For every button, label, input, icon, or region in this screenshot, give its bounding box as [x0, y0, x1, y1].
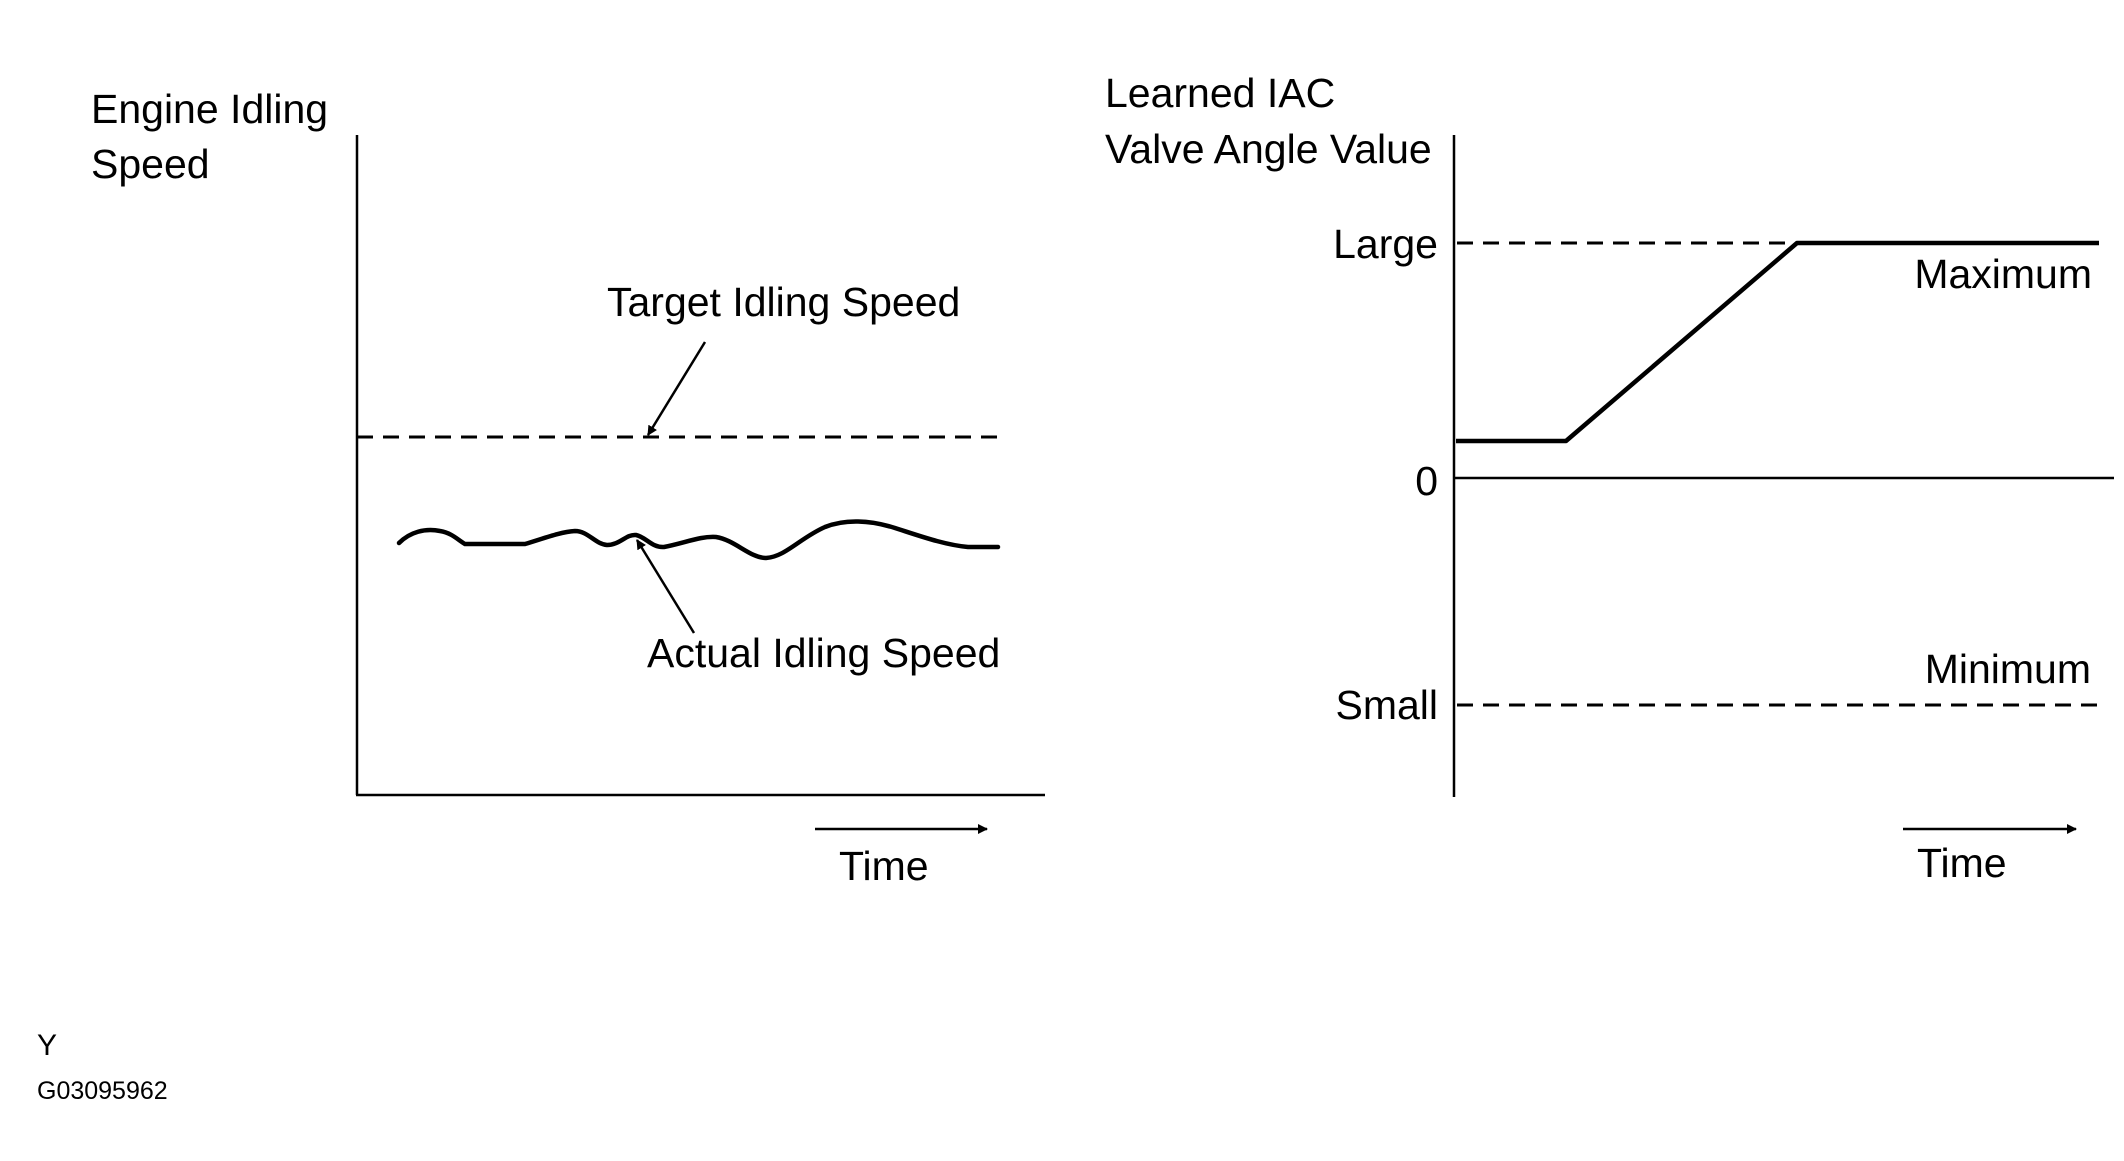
- tick-small: Small: [1335, 682, 1438, 728]
- right-time-label: Time: [1917, 840, 2007, 886]
- maximum-label: Maximum: [1914, 251, 2092, 297]
- footer-letter: Y: [37, 1029, 57, 1062]
- left-y-axis-label-line2: Speed: [91, 141, 210, 187]
- target-pointer-arrow: [646, 341, 707, 436]
- footer-code: G03095962: [37, 1077, 168, 1105]
- left-chart: Engine Idling Speed Target Idling Speed …: [91, 86, 1045, 889]
- tick-zero: 0: [1415, 458, 1438, 504]
- actual-idling-speed-label: Actual Idling Speed: [647, 630, 1000, 676]
- actual-idling-speed-curve: [396, 519, 1001, 561]
- right-y-axis-label-line2: Valve Angle Value: [1105, 126, 1432, 172]
- learned-value-curve: [1456, 240, 2099, 444]
- minimum-label: Minimum: [1925, 646, 2091, 692]
- right-y-axis-label-line1: Learned IAC: [1105, 70, 1335, 116]
- target-idling-speed-label: Target Idling Speed: [607, 279, 960, 325]
- left-time-label: Time: [839, 843, 929, 889]
- tick-large: Large: [1333, 221, 1438, 267]
- right-chart: Learned IAC Valve Angle Value Large 0 Sm…: [1105, 70, 2114, 886]
- actual-pointer-arrow: [635, 539, 696, 634]
- left-y-axis-label-line1: Engine Idling: [91, 86, 328, 132]
